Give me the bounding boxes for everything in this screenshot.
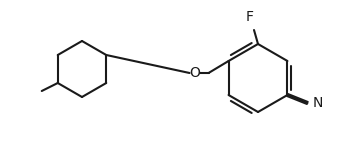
Text: O: O — [189, 66, 200, 80]
Text: N: N — [313, 96, 323, 110]
Text: F: F — [246, 10, 254, 24]
